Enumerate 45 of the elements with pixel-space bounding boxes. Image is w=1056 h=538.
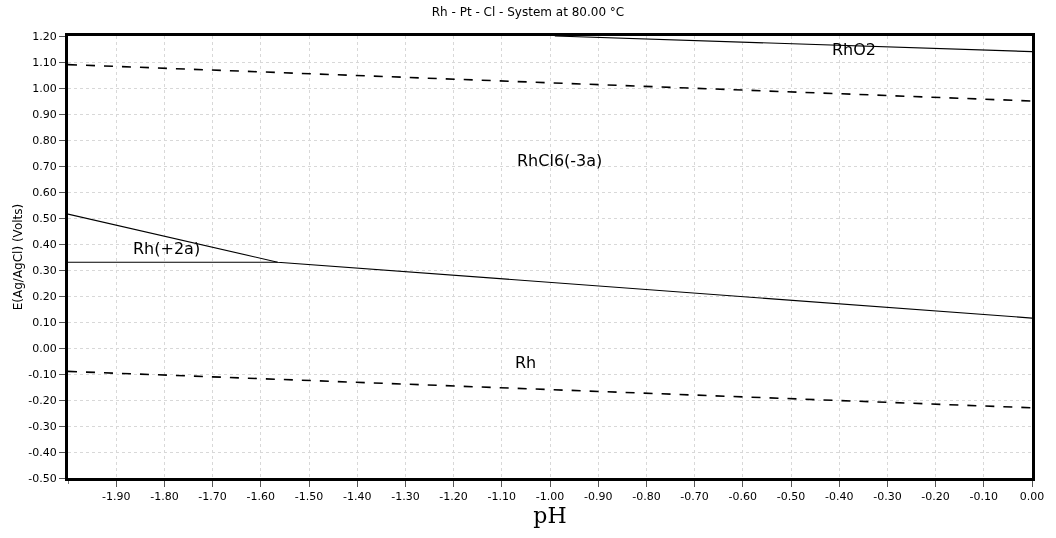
x-tick-label: -0.50 <box>776 490 806 504</box>
y-tick-label: -0.50 <box>28 471 57 485</box>
x-tick-label: -0.10 <box>969 490 999 504</box>
x-tick-label: -0.80 <box>632 490 661 504</box>
x-tick-label: -0.40 <box>824 490 854 504</box>
annotation: RhO2 <box>832 40 877 59</box>
y-tick-label: 1.00 <box>32 81 57 95</box>
x-tick-label: -1.90 <box>101 490 131 504</box>
x-tick-label: -0.90 <box>583 490 613 504</box>
y-tick-label: -0.40 <box>28 445 57 459</box>
y-tick-label: 0.80 <box>32 133 57 147</box>
annotation: RhCl6(-3a) <box>517 151 603 170</box>
y-tick-label: -0.10 <box>28 367 57 381</box>
x-tick-label: -0.30 <box>873 490 902 504</box>
x-tick-label: -1.60 <box>246 490 276 504</box>
y-tick-label: 1.10 <box>32 55 57 69</box>
y-tick-label: 0.30 <box>32 263 57 277</box>
x-tick-label: -1.00 <box>535 490 565 504</box>
y-tick-label: -0.20 <box>28 393 57 407</box>
y-tick-label: 0.70 <box>32 159 57 173</box>
x-tick-label: -1.50 <box>294 490 324 504</box>
x-tick-label: -0.20 <box>921 490 950 504</box>
y-tick-label: 0.40 <box>32 237 57 251</box>
y-tick-label: -0.30 <box>28 419 57 433</box>
y-tick-label: 0.20 <box>32 289 57 303</box>
x-tick-label: -1.10 <box>487 490 517 504</box>
x-tick-label: -0.60 <box>728 490 758 504</box>
x-tick-label: -1.20 <box>439 490 468 504</box>
x-axis-title: pH <box>533 503 567 529</box>
y-tick-label: 0.50 <box>32 211 57 225</box>
y-tick-label: 0.10 <box>32 315 57 329</box>
y-axis-title: E(Ag/AgCl) (Volts) <box>10 203 25 311</box>
x-tick-label: -1.40 <box>342 490 372 504</box>
x-tick-label: -1.80 <box>150 490 179 504</box>
x-tick-label: -1.30 <box>391 490 420 504</box>
x-tick-label: -1.70 <box>198 490 227 504</box>
y-tick-label: 1.20 <box>32 29 57 43</box>
x-tick-label: -0.70 <box>680 490 709 504</box>
annotation: Rh <box>515 353 537 372</box>
y-tick-label: 0.90 <box>32 107 57 121</box>
annotation: Rh(+2a) <box>133 239 201 258</box>
y-tick-label: 0.00 <box>32 341 57 355</box>
chart-title: Rh - Pt - Cl - System at 80.00 °C <box>431 5 625 20</box>
x-tick-label: 0.00 <box>1019 490 1045 504</box>
y-tick-label: 0.60 <box>32 185 57 199</box>
